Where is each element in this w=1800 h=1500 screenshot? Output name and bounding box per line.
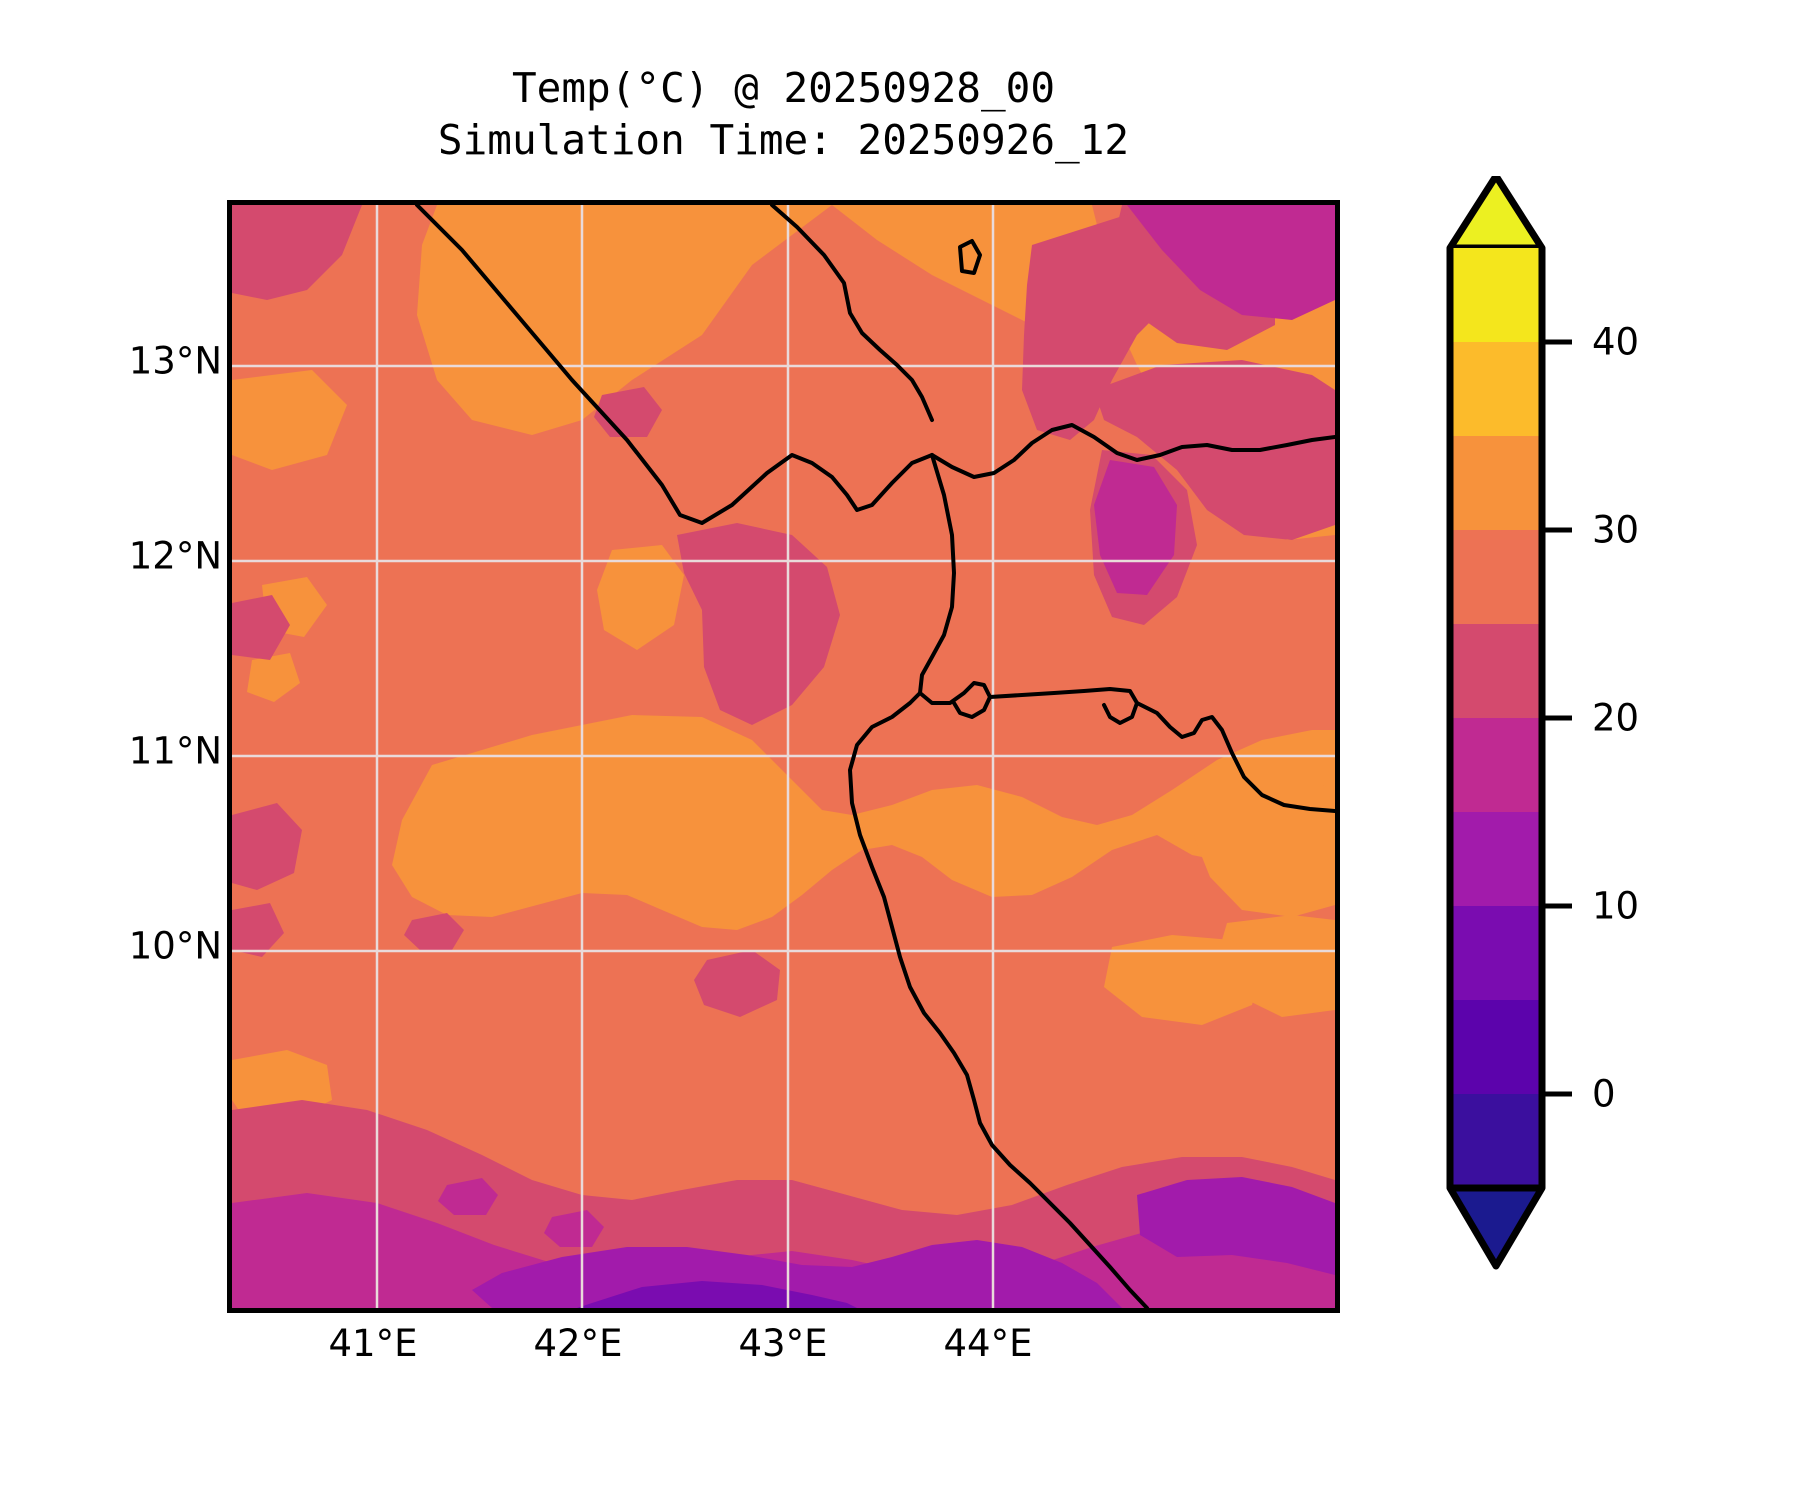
temperature-map-panel[interactable] xyxy=(227,200,1340,1313)
colorbar-under-arrow xyxy=(1446,1184,1546,1270)
chart-title-line-2: Simulation Time: 20250926_12 xyxy=(437,116,1130,165)
colorbar-label-40: 40 xyxy=(1592,320,1640,364)
xtick-label-43e: 43°E xyxy=(738,1322,828,1365)
cb-band-0-5 xyxy=(1450,1000,1542,1094)
colorbar-ticks xyxy=(1542,339,1572,1097)
cb-band-15-20 xyxy=(1450,718,1542,812)
cb-band-20-25 xyxy=(1450,624,1542,718)
cb-band-35-40 xyxy=(1450,342,1542,436)
temperature-colorbar[interactable]: 40 30 20 10 0 xyxy=(1430,176,1790,1346)
ytick-label-11n: 11°N xyxy=(128,729,222,773)
colorbar-over-arrow xyxy=(1446,176,1546,252)
ytick-label-12n: 12°N xyxy=(128,534,222,578)
cb-band-m5-0 xyxy=(1450,1094,1542,1188)
country-border-lines xyxy=(415,205,1335,1308)
contour-band-group xyxy=(232,205,1335,1308)
cb-band-5-10 xyxy=(1450,906,1542,1000)
ytick-label-10n: 10°N xyxy=(128,924,222,968)
colorbar-label-30: 30 xyxy=(1592,508,1640,552)
cb-band-25-30 xyxy=(1450,530,1542,624)
colorbar-label-0: 0 xyxy=(1592,1072,1616,1116)
cb-band-10-15 xyxy=(1450,812,1542,906)
chart-title-block: Temp(°C) @ 20250928_00 Simulation Time: … xyxy=(227,62,1340,167)
colorbar-label-20: 20 xyxy=(1592,696,1640,740)
xtick-label-42e: 42°E xyxy=(533,1322,623,1365)
temperature-contour-field xyxy=(232,205,1335,1308)
cb-band-30-35 xyxy=(1450,436,1542,530)
chart-title-line-1: Temp(°C) @ 20250928_00 xyxy=(511,64,1056,112)
colorbar-bands xyxy=(1446,176,1546,1270)
colorbar-label-10: 10 xyxy=(1592,884,1640,928)
ytick-label-13n: 13°N xyxy=(128,339,222,383)
xtick-label-41e: 41°E xyxy=(328,1322,418,1365)
xtick-label-44e: 44°E xyxy=(943,1322,1033,1365)
cb-band-40-45 xyxy=(1450,248,1542,342)
colorbar-svg xyxy=(1446,176,1572,1270)
